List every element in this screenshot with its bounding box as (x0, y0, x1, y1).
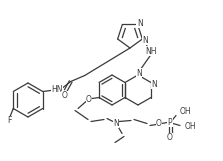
Text: OH: OH (185, 122, 197, 131)
Text: O: O (86, 95, 92, 104)
Text: N: N (136, 68, 142, 77)
Text: O: O (167, 133, 173, 142)
Text: O: O (62, 91, 68, 100)
Text: HN: HN (51, 85, 62, 94)
Text: O: O (156, 119, 162, 128)
Text: N: N (151, 80, 157, 89)
Text: N: N (137, 19, 142, 28)
Text: OH: OH (180, 107, 192, 116)
Text: NH: NH (146, 47, 157, 56)
Text: F: F (7, 116, 11, 125)
Text: N: N (142, 36, 148, 45)
Text: N: N (113, 119, 119, 128)
Text: P: P (168, 118, 172, 127)
